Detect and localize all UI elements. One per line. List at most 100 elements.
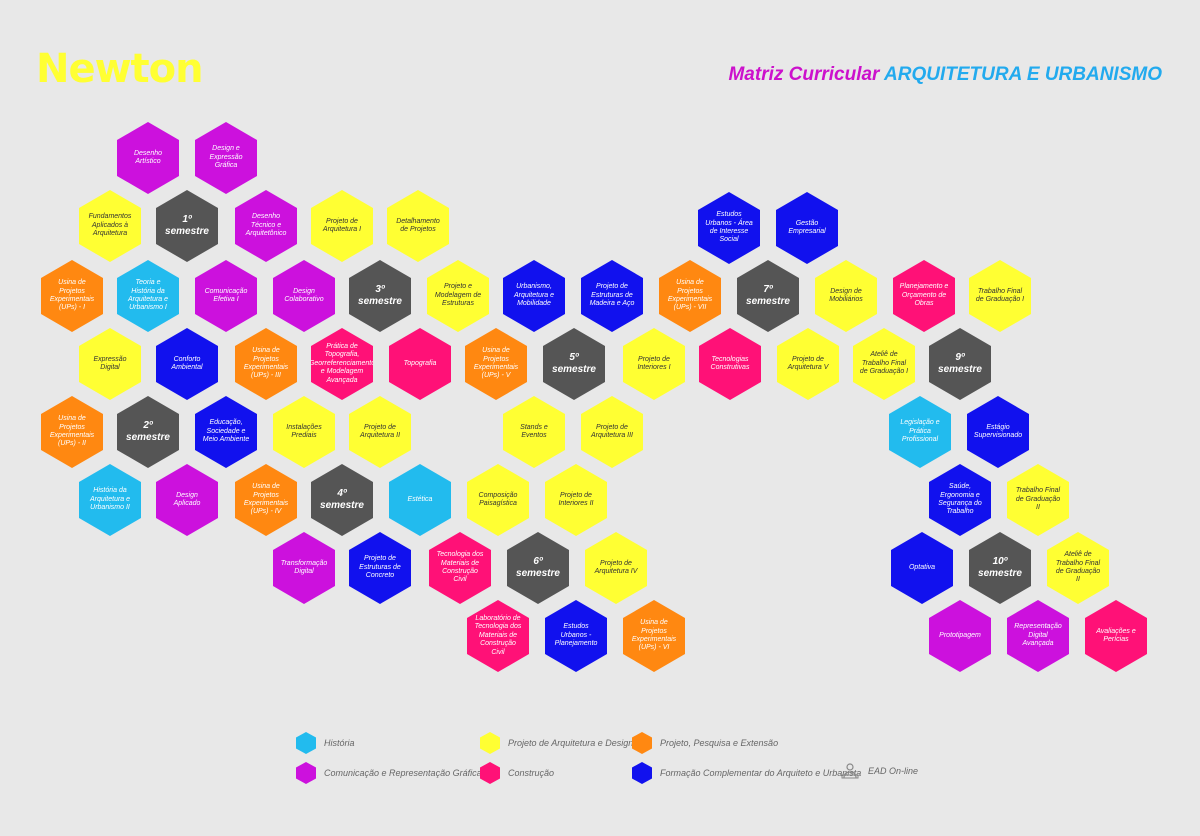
hex-label: Projeto de Estruturas de Concreto xyxy=(359,555,401,580)
course-hex-comunicacao-efetiva-i: Comunicação Efetiva I xyxy=(195,260,257,332)
course-hex-educacao-sociedade-e-meio-ambiente: Educação, Sociedade e Meio Ambiente xyxy=(195,396,257,468)
hex-label: 9º semestre xyxy=(938,352,982,375)
course-hex-optativa: Optativa xyxy=(891,532,953,604)
course-hex-projeto-e-modelagem-de-estruturas: Projeto e Modelagem de Estruturas xyxy=(427,260,489,332)
hex-label: Projeto de Arquitetura II xyxy=(359,423,401,439)
hex-label: 6º semestre xyxy=(516,556,560,579)
course-hex-saude-ergonomia-e-seguranca-do-trabalho: Saúde, Ergonomia e Segurança do Trabalho xyxy=(929,464,991,536)
course-hex-conforto-ambiental: Conforto Ambiental xyxy=(156,328,218,400)
semester-hex-6-semestre: 6º semestre xyxy=(507,532,569,604)
hex-label: Projeto de Arquitetura I xyxy=(322,217,362,233)
hex-label: Teoria e História da Arquitetura e Urban… xyxy=(127,279,169,312)
course-hex-projeto-de-arquitetura-v: Projeto de Arquitetura V xyxy=(777,328,839,400)
course-hex-prototipagem: Prototipagem xyxy=(929,600,991,672)
legend-label: EAD On-line xyxy=(868,766,919,776)
hex-label: Transformação Digital xyxy=(280,559,328,575)
hex-label: Legislação e Prática Profissional xyxy=(900,419,940,444)
hex-label: Instalações Prediais xyxy=(286,423,322,439)
course-hex-stands-e-eventos: Stands e Eventos xyxy=(503,396,565,468)
legend-item: Projeto, Pesquisa e Extensão xyxy=(632,732,778,754)
legend-label: Comunicação e Representação Gráfica xyxy=(324,768,482,778)
semester-hex-4-semestre: 4º semestre xyxy=(311,464,373,536)
hex-label: Design Colaborativo xyxy=(284,287,324,303)
course-hex-legislacao-e-pratica-profissional: Legislação e Prática Profissional xyxy=(889,396,951,468)
ead-person-icon xyxy=(840,762,860,780)
hex-label: Estética xyxy=(407,495,433,503)
legend-label: Projeto de Arquitetura e Design xyxy=(508,738,634,748)
hex-label: 4º semestre xyxy=(320,488,364,511)
hex-label: Trabalho Final de Graduação II xyxy=(1015,487,1061,512)
hex-label: Ateliê de Trabalho Final de Graduação II xyxy=(1055,551,1101,584)
course-hex-planejamento-e-orcamento-de-obras: Planejamento e Orçamento de Obras xyxy=(893,260,955,332)
hex-label: Estudos Urbanos - Planejamento xyxy=(554,623,598,648)
hex-label: Usina de Projetos Experimentais (UPs) - … xyxy=(243,483,289,516)
legend-item: EAD On-line xyxy=(840,762,918,780)
hex-label: Saúde, Ergonomia e Segurança do Trabalho xyxy=(938,483,982,516)
course-hex-laboratorio-de-tecnologia-dos-materiais-de-construcao-civil: Laboratório de Tecnologia dos Materiais … xyxy=(467,600,529,672)
hex-label: 7º semestre xyxy=(746,284,790,307)
hex-label: Fundamentos Aplicados à Arquitetura xyxy=(88,213,132,238)
course-hex-projeto-de-estruturas-de-concreto: Projeto de Estruturas de Concreto xyxy=(349,532,411,604)
course-hex-usina-de-projetos-experimentais-ups-iii: Usina de Projetos Experimentais (UPs) - … xyxy=(235,328,297,400)
semester-hex-1-semestre: 1º semestre xyxy=(156,190,218,262)
hex-label: 5º semestre xyxy=(552,352,596,375)
hex-label: Prototipagem xyxy=(939,631,981,639)
hex-label: Projeto de Estruturas de Madeira e Aço xyxy=(589,283,635,308)
course-hex-desenho-tecnico-e-arquitetonico: Desenho Técnico e Arquitetônico xyxy=(235,190,297,262)
hex-label: Stands e Eventos xyxy=(520,423,548,439)
semester-hex-5-semestre: 5º semestre xyxy=(543,328,605,400)
hex-label: História da Arquitetura e Urbanismo II xyxy=(89,487,131,512)
legend-item: Comunicação e Representação Gráfica xyxy=(296,762,482,784)
legend-item: Construção xyxy=(480,762,554,784)
hex-label: Projeto de Arquitetura III xyxy=(590,423,634,439)
course-hex-urbanismo-arquitetura-e-mobilidade: Urbanismo, Arquitetura e Mobilidade xyxy=(503,260,565,332)
course-hex-estudos-urbanos-planejamento: Estudos Urbanos - Planejamento xyxy=(545,600,607,672)
course-hex-trabalho-final-de-graduacao-ii: Trabalho Final de Graduação II xyxy=(1007,464,1069,536)
course-hex-projeto-de-arquitetura-i: Projeto de Arquitetura I xyxy=(311,190,373,262)
hex-label: Design de Mobiliários xyxy=(829,287,863,303)
course-hex-trabalho-final-de-graduacao-i: Trabalho Final de Graduação I xyxy=(969,260,1031,332)
course-hex-detalhamento-de-projetos: Detalhamento de Projetos xyxy=(387,190,449,262)
hex-label: Projeto e Modelagem de Estruturas xyxy=(434,283,482,308)
course-hex-composicao-paisagistica: Composição Paisagística xyxy=(467,464,529,536)
legend-label: Projeto, Pesquisa e Extensão xyxy=(660,738,779,748)
hex-label: Usina de Projetos Experimentais (UPs) - … xyxy=(243,347,289,380)
hex-label: Avaliações e Perícias xyxy=(1096,627,1136,643)
course-hex-expressao-digital: Expressão Digital xyxy=(79,328,141,400)
legend-label: Formação Complementar do Arquiteto e Urb… xyxy=(660,768,862,778)
hex-label: Projeto de Interiores II xyxy=(558,491,594,507)
course-hex-tecnologias-construtivas: Tecnologias Construtivas xyxy=(699,328,761,400)
course-hex-avaliacoes-e-pericias: Avaliações e Perícias xyxy=(1085,600,1147,672)
course-hex-atelie-de-trabalho-final-de-graduacao-ii: Ateliê de Trabalho Final de Graduação II xyxy=(1047,532,1109,604)
hex-label: Laboratório de Tecnologia dos Materiais … xyxy=(474,615,522,656)
hex-label: Estágio Supervisionado xyxy=(973,423,1023,439)
course-hex-projeto-de-arquitetura-ii: Projeto de Arquitetura II xyxy=(349,396,411,468)
hex-label: Projeto de Arquitetura V xyxy=(787,355,829,371)
legend-swatch xyxy=(632,762,652,784)
course-hex-atelie-de-trabalho-final-de-graduacao-i: Ateliê de Trabalho Final de Graduação I xyxy=(853,328,915,400)
hex-label: Usina de Projetos Experimentais (UPs) - … xyxy=(49,279,95,312)
hex-label: Prática de Topografia, Georreferenciamen… xyxy=(308,343,376,384)
course-hex-usina-de-projetos-experimentais-ups-iv: Usina de Projetos Experimentais (UPs) - … xyxy=(235,464,297,536)
course-hex-representacao-digital-avancada: Representação Digital Avançada xyxy=(1007,600,1069,672)
hex-label: Trabalho Final de Graduação I xyxy=(975,287,1025,303)
hex-label: Usina de Projetos Experimentais (UPs) - … xyxy=(49,415,95,448)
hex-label: Optativa xyxy=(908,563,936,571)
hex-label: Representação Digital Avançada xyxy=(1014,623,1062,648)
hex-label: Expressão Digital xyxy=(93,355,127,371)
course-hex-historia-da-arquitetura-e-urbanismo-ii: História da Arquitetura e Urbanismo II xyxy=(79,464,141,536)
course-hex-topografia: Topografia xyxy=(389,328,451,400)
course-hex-design-de-mobiliarios: Design de Mobiliários xyxy=(815,260,877,332)
semester-hex-9-semestre: 9º semestre xyxy=(929,328,991,400)
hex-label: Conforto Ambiental xyxy=(171,355,203,371)
hex-label: Planejamento e Orçamento de Obras xyxy=(899,283,949,308)
legend-label: Construção xyxy=(508,768,555,778)
hex-label: 3º semestre xyxy=(358,284,402,307)
hex-label: Desenho Técnico e Arquitetônico xyxy=(245,213,287,238)
course-hex-instalacoes-prediais: Instalações Prediais xyxy=(273,396,335,468)
course-hex-usina-de-projetos-experimentais-ups-ii: Usina de Projetos Experimentais (UPs) - … xyxy=(41,396,103,468)
legend-item: Projeto de Arquitetura e Design xyxy=(480,732,633,754)
hex-label: Comunicação Efetiva I xyxy=(204,287,248,303)
hex-label: Composição Paisagística xyxy=(478,491,518,507)
page-title: Matriz Curricular ARQUITETURA E URBANISM… xyxy=(728,64,1162,86)
